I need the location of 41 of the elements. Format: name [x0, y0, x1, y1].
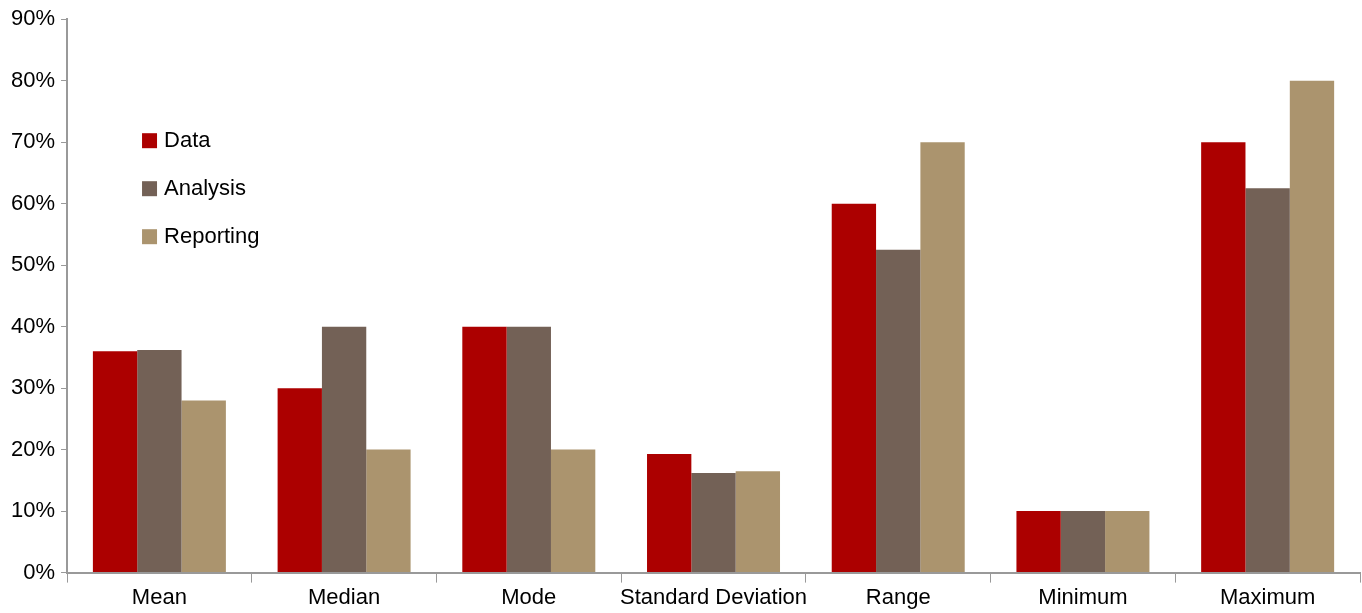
y-tick-label: 90% [10, 5, 56, 31]
bar [506, 326, 551, 573]
bar [735, 471, 781, 573]
y-tick-label: 20% [10, 435, 56, 461]
bar [920, 142, 965, 573]
x-tick-label: Mean [131, 583, 187, 609]
bar [1245, 188, 1290, 573]
x-tick-label: Standard Deviation [619, 583, 808, 609]
bar [321, 326, 367, 573]
bar [1016, 511, 1061, 573]
bar [550, 449, 596, 573]
y-tick-label: 10% [10, 497, 56, 523]
legend-label: Analysis [164, 175, 246, 201]
bar [92, 351, 138, 573]
y-tick-label: 70% [10, 128, 56, 154]
x-tick-label: Range [865, 583, 931, 609]
legend-label: Reporting [164, 223, 260, 249]
bar [831, 203, 877, 573]
y-tick-label: 40% [10, 312, 56, 338]
bar [1060, 511, 1106, 573]
bar [876, 249, 921, 573]
legend-label: Data [164, 127, 212, 153]
bar [277, 388, 322, 573]
y-tick-label: 50% [10, 251, 56, 277]
bar [181, 400, 226, 573]
bar [1289, 80, 1335, 573]
bar [366, 449, 411, 573]
y-tick-label: 60% [10, 189, 56, 215]
x-tick-label: Maximum [1219, 583, 1316, 609]
bar [137, 350, 182, 573]
x-tick-label: Median [308, 583, 381, 609]
bar [1201, 142, 1246, 573]
y-tick-label: 0% [23, 558, 56, 584]
y-tick-label: 30% [10, 374, 56, 400]
x-tick-label: Mode [501, 583, 557, 609]
bar [691, 472, 736, 573]
bar [1105, 511, 1150, 573]
y-tick-label: 80% [10, 66, 56, 92]
bar [647, 453, 692, 573]
bar [462, 326, 507, 573]
x-tick-label: Minimum [1038, 583, 1128, 609]
